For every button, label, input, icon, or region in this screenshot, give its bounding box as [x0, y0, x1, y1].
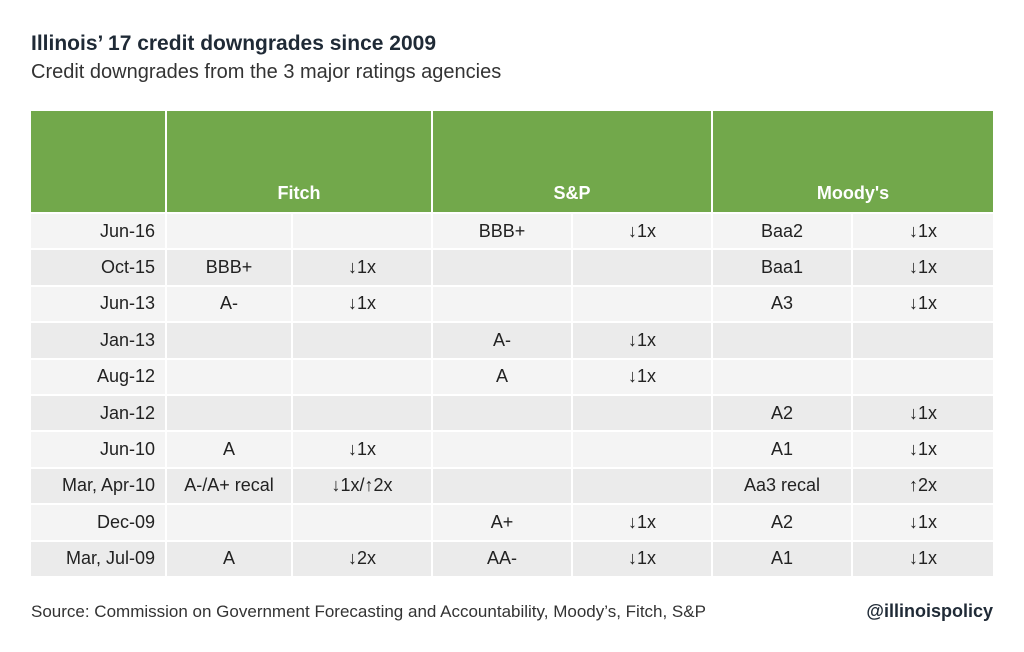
empty-cell	[853, 323, 993, 358]
rating-cell: BBB+	[167, 250, 291, 285]
rating-cell: A2	[713, 395, 851, 431]
table-row: Jun-13 A- ↓1x A3 ↓1x	[31, 286, 993, 322]
rating-cell: Baa2	[713, 214, 851, 249]
change-cell: ↓1x/↑2x	[293, 468, 431, 504]
change-cell: ↓1x	[573, 359, 711, 394]
row-label: Oct-15	[31, 250, 165, 285]
empty-cell	[573, 286, 711, 322]
rating-cell: A-	[433, 323, 571, 358]
table-row: Jan-13 A- ↓1x	[31, 323, 993, 358]
table-row: Mar, Apr-10 A-/A+ recal ↓1x/↑2x Aa3 recal ↑2…	[31, 468, 993, 504]
empty-cell	[167, 395, 291, 431]
change-cell: ↓1x	[573, 505, 711, 540]
rating-cell: AA-	[433, 541, 571, 576]
table-row: Jan-12 A2 ↓1x	[31, 395, 993, 431]
row-label: Jun-13	[31, 286, 165, 322]
source: Source: Commission on Government Forecas…	[31, 602, 706, 621]
row-label: Dec-09	[31, 505, 165, 540]
change-cell: ↓2x	[293, 541, 431, 576]
change-cell: ↓1x	[293, 286, 431, 322]
handle: @illinoispolicy	[866, 601, 993, 621]
change-cell: ↓1x	[293, 250, 431, 285]
change-cell: ↓1x	[853, 250, 993, 285]
change-cell: ↓1x	[853, 505, 993, 540]
empty-cell	[713, 359, 851, 394]
empty-cell	[293, 214, 431, 249]
empty-cell	[853, 359, 993, 394]
rating-cell: A-/A+ recal	[167, 468, 291, 504]
empty-cell	[293, 505, 431, 540]
table: Fitch S&P Moody's Jun-16 BBB+ ↓1x Baa2 ↓1x Oct-…	[29, 109, 995, 578]
empty-cell	[167, 359, 291, 394]
table-row: Mar, Jul-09 A ↓2x AA- ↓1x A1 ↓1x	[31, 541, 993, 576]
rating-cell: A1	[713, 432, 851, 467]
empty-cell	[167, 505, 291, 540]
row-label: Mar, Jul-09	[31, 541, 165, 576]
agency-header: Moody's	[713, 111, 993, 212]
empty-cell	[433, 395, 571, 431]
change-cell: ↓1x	[293, 432, 431, 467]
empty-cell	[293, 395, 431, 431]
empty-cell	[573, 468, 711, 504]
table-row: Jun-16 BBB+ ↓1x Baa2 ↓1x	[31, 214, 993, 249]
change-cell: ↓1x	[853, 214, 993, 249]
change-cell: ↓1x	[853, 286, 993, 322]
agency-header: S&P	[433, 111, 711, 212]
change-cell: ↓1x	[853, 395, 993, 431]
row-label: Jun-10	[31, 432, 165, 467]
change-cell: ↓1x	[573, 541, 711, 576]
change-cell: ↓1x	[853, 541, 993, 576]
agency-header: Fitch	[167, 111, 431, 212]
empty-cell	[433, 286, 571, 322]
change-cell: ↓1x	[573, 214, 711, 249]
empty-cell	[433, 468, 571, 504]
rating-cell: A+	[433, 505, 571, 540]
empty-cell	[573, 395, 711, 431]
rating-cell: A-	[167, 286, 291, 322]
header-corner	[31, 111, 165, 212]
row-label: Jan-13	[31, 323, 165, 358]
table-row: Dec-09 A+ ↓1x A2 ↓1x	[31, 505, 993, 540]
empty-cell	[573, 432, 711, 467]
table-row: Oct-15 BBB+ ↓1x Baa1 ↓1x	[31, 250, 993, 285]
empty-cell	[573, 250, 711, 285]
table-row: Aug-12 A ↓1x	[31, 359, 993, 394]
empty-cell	[167, 323, 291, 358]
rating-cell: A2	[713, 505, 851, 540]
rating-cell: BBB+	[433, 214, 571, 249]
empty-cell	[433, 250, 571, 285]
empty-cell	[293, 323, 431, 358]
row-label: Jun-16	[31, 214, 165, 249]
rating-cell: A1	[713, 541, 851, 576]
table-body: Jun-16 BBB+ ↓1x Baa2 ↓1x Oct-15 BBB+ ↓1x Baa1 ↓1x…	[31, 214, 993, 576]
empty-cell	[293, 359, 431, 394]
rating-cell: Aa3 recal	[713, 468, 851, 504]
table-row: Jun-10 A ↓1x A1 ↓1x	[31, 432, 993, 467]
subtitle: Credit downgrades from the 3 major ratin…	[31, 61, 502, 83]
row-label: Aug-12	[31, 359, 165, 394]
rating-cell: A	[167, 432, 291, 467]
rating-cell: Baa1	[713, 250, 851, 285]
rating-cell: A3	[713, 286, 851, 322]
empty-cell	[713, 323, 851, 358]
change-cell: ↓1x	[573, 323, 711, 358]
empty-cell	[167, 214, 291, 249]
change-cell: ↑2x	[853, 468, 993, 504]
rating-cell: A	[167, 541, 291, 576]
empty-cell	[433, 432, 571, 467]
row-label: Jan-12	[31, 395, 165, 431]
row-label: Mar, Apr-10	[31, 468, 165, 504]
rating-cell: A	[433, 359, 571, 394]
change-cell: ↓1x	[853, 432, 993, 467]
title: Illinois’ 17 credit downgrades since 200…	[31, 32, 436, 55]
header-row: Fitch S&P Moody's	[31, 111, 993, 212]
